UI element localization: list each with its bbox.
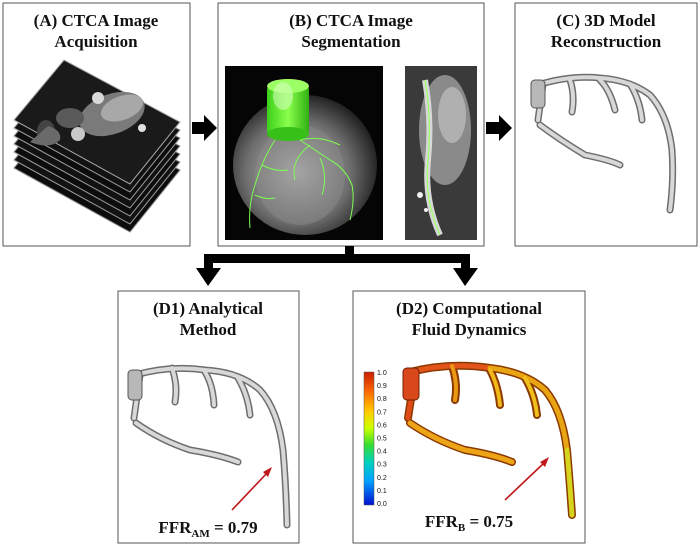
colorbar-tick-label: 0.0	[377, 501, 387, 508]
panel-d2-title-line2: Fluid Dynamics	[412, 320, 527, 339]
panel-b-title-line1: (B) CTCA Image	[289, 11, 413, 30]
vessel-centerlines	[249, 137, 354, 229]
ct-slice-content	[30, 91, 146, 146]
arrow-a-to-b	[192, 115, 217, 141]
stenosis-pointer-arrow-d1	[231, 467, 272, 511]
ffr-b-result: FFRB = 0.75	[425, 512, 513, 534]
panel-d2-frame	[352, 290, 586, 544]
panel-c-title-line2: Reconstruction	[551, 32, 662, 51]
panel-b-title-line2: Segmentation	[301, 32, 401, 51]
panel-c-title-line1: (C) 3D Model	[556, 11, 655, 30]
coronary-tree-model-d2	[402, 361, 576, 519]
coronary-tree-model-c	[530, 73, 677, 214]
panel-a: (A) CTCA Image Acquisition	[2, 2, 191, 247]
panel-d1-title-line2: Method	[180, 320, 237, 339]
panel-d1-frame	[117, 290, 300, 544]
colorbar-ticks: 1.0 0.9 0.8 0.7 0.6 0.5 0.4 0.3 0.2 0.1 0.0	[377, 370, 387, 508]
colorbar-tick-label: 0.2	[377, 475, 387, 482]
colorbar-tick-label: 0.5	[377, 436, 387, 443]
segmentation-volume-render	[225, 66, 383, 240]
colorbar-tick-label: 0.8	[377, 396, 387, 403]
panel-c: (C) 3D Model Reconstruction	[514, 2, 698, 247]
colorbar-tick-label: 0.3	[377, 462, 387, 469]
ffr-colorbar: 1.0 0.9 0.8 0.7 0.6 0.5 0.4 0.3 0.2 0.1 0.0	[363, 370, 387, 508]
aorta-segmentation-icon	[267, 79, 309, 141]
vessel-cross-section-image	[405, 66, 477, 240]
connector-b-to-d	[196, 246, 478, 286]
colorbar-tick-label: 0.6	[377, 422, 387, 429]
colorbar-tick-label: 0.1	[377, 488, 387, 495]
coronary-tree-model-d1	[127, 364, 291, 529]
ffr-am-result: FFRAM = 0.79	[158, 518, 257, 540]
panel-d1: (D1) Analytical Method	[117, 290, 300, 544]
panel-b: (B) CTCA Image Segmentation	[217, 2, 485, 247]
panel-d2-title-line1: (D2) Computational	[396, 299, 542, 318]
ct-image-stack	[13, 59, 181, 233]
colorbar-tick-label: 1.0	[377, 370, 387, 377]
panel-a-title-line2: Acquisition	[54, 32, 138, 51]
panel-d1-title-line1: (D1) Analytical	[153, 299, 263, 318]
colorbar-tick-label: 0.4	[377, 449, 387, 456]
arrow-b-to-c	[486, 115, 512, 141]
colorbar-tick-label: 0.7	[377, 409, 387, 416]
stenosis-pointer-arrow-d2	[504, 457, 549, 501]
panel-a-title-line1: (A) CTCA Image	[34, 11, 159, 30]
colorbar-tick-label: 0.9	[377, 383, 387, 390]
panel-d2: (D2) Computational Fluid Dynamics 1.0 0.9…	[352, 290, 586, 544]
colorbar-gradient	[363, 371, 375, 506]
